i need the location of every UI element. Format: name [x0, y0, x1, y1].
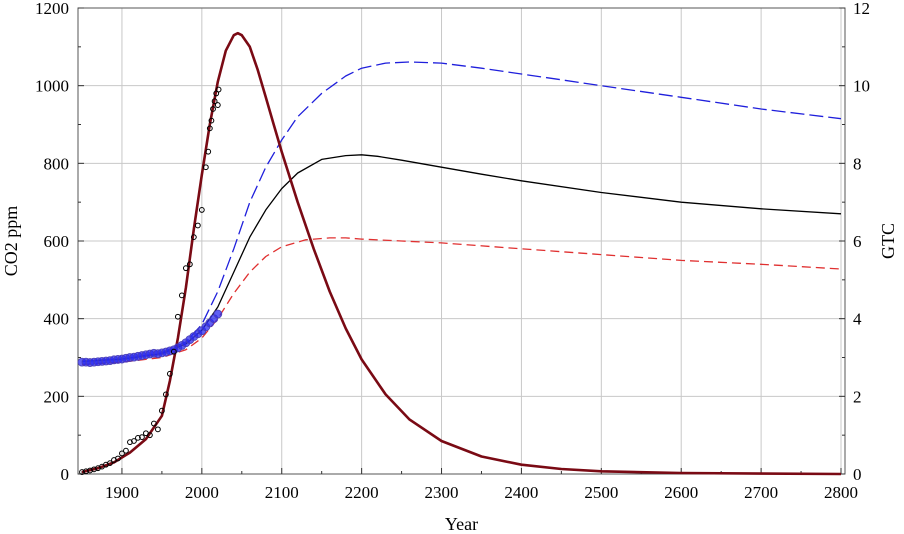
- emission-observation-point: [91, 466, 97, 473]
- right-tick-label: 4: [853, 310, 862, 329]
- x-tick-label: 1900: [105, 483, 139, 502]
- emission-observation-point: [166, 370, 173, 377]
- emission-observation-point: [135, 434, 141, 441]
- emission-observation-point: [205, 148, 212, 155]
- left-tick-label: 1000: [35, 77, 69, 96]
- emission-observation-point: [198, 207, 205, 213]
- left-tick-label: 1200: [35, 0, 69, 18]
- series-layer: [81, 31, 842, 476]
- x-axis: 1900 2000 2100 2200 2300 2400 2500 2600 2700 2800: [81, 468, 858, 502]
- left-axis: 0 200 400 600 800 1000 1200: [35, 0, 84, 484]
- emissions-gtc-line: [81, 31, 842, 476]
- emission-observation-point: [154, 426, 161, 433]
- right-axis: 0 2 4 6 8 10 12: [839, 0, 870, 484]
- observation-layer: [77, 86, 223, 475]
- left-tick-label: 400: [44, 310, 70, 329]
- emission-observation-point: [131, 438, 137, 444]
- emission-observation-point: [158, 407, 165, 414]
- left-tick-label: 0: [61, 465, 70, 484]
- co2-observation-point: [213, 309, 223, 319]
- emission-observation-point: [202, 164, 209, 171]
- emission-observation-point: [206, 125, 213, 132]
- right-tick-label: 8: [853, 154, 862, 173]
- right-axis-title: GTC: [878, 223, 898, 259]
- x-tick-label: 2400: [504, 483, 538, 502]
- emission-observation-point: [178, 292, 185, 299]
- x-tick-label: 2000: [185, 483, 219, 502]
- emission-observation-point: [190, 234, 197, 241]
- emission-observation-point: [107, 460, 113, 467]
- emission-observation-point: [182, 265, 189, 272]
- emission-observation-point: [87, 467, 93, 474]
- left-tick-label: 800: [44, 154, 70, 173]
- emission-observation-point: [214, 102, 221, 108]
- emission-observation-point: [139, 434, 145, 441]
- emission-observation-point: [79, 469, 85, 475]
- x-tick-label: 2600: [664, 483, 698, 502]
- right-tick-label: 12: [853, 0, 870, 18]
- emission-observation-point: [210, 106, 216, 112]
- right-tick-label: 2: [853, 387, 862, 406]
- x-tick-label: 2200: [345, 483, 379, 502]
- emission-observation-point: [211, 98, 218, 105]
- emission-observation-point: [115, 455, 121, 462]
- x-axis-title: Year: [445, 514, 478, 534]
- co2-lower-dashed-line: [81, 237, 842, 366]
- emission-observation-point: [83, 468, 89, 475]
- emission-observation-point: [151, 420, 157, 427]
- emission-observation-point: [127, 439, 133, 446]
- right-tick-label: 10: [853, 77, 870, 96]
- x-tick-label: 2800: [824, 483, 858, 502]
- emission-observation-point: [147, 432, 153, 439]
- left-tick-label: 600: [44, 232, 70, 251]
- left-tick-label: 200: [44, 387, 70, 406]
- emission-observation-point: [170, 348, 177, 355]
- right-tick-label: 6: [853, 232, 862, 251]
- emission-observation-point: [123, 447, 129, 454]
- x-tick-label: 2500: [584, 483, 618, 502]
- emission-observation-point: [215, 86, 222, 93]
- x-tick-label: 2700: [744, 483, 778, 502]
- emission-observation-point: [119, 450, 125, 457]
- emission-observation-point: [162, 391, 169, 398]
- left-axis-title: CO2 ppm: [1, 206, 21, 277]
- x-tick-label: 2300: [425, 483, 459, 502]
- emission-observation-point: [194, 222, 201, 229]
- emission-observation-point: [208, 117, 215, 124]
- emission-observation-point: [174, 313, 181, 320]
- x-tick-label: 2100: [265, 483, 299, 502]
- right-tick-label: 0: [853, 465, 862, 484]
- emission-observation-point: [186, 261, 193, 268]
